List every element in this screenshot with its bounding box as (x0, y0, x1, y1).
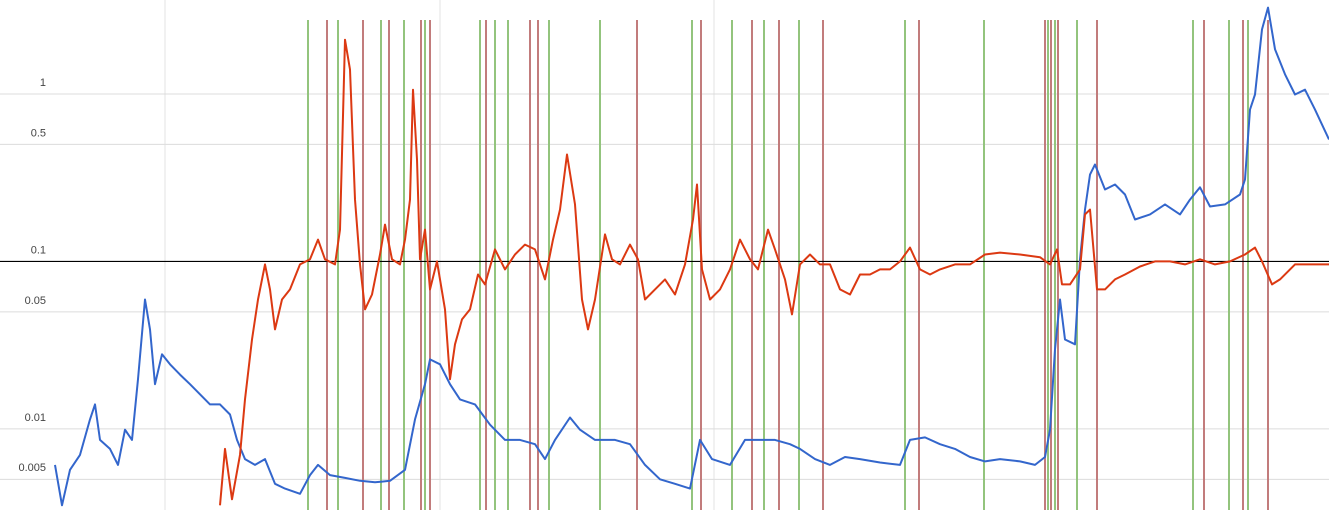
x-grid (164, 0, 715, 510)
series-line (54, 6, 1329, 507)
y-tick-label: 0.05 (25, 295, 46, 307)
y-tick-label: 0.005 (18, 462, 46, 474)
series-line (219, 38, 1329, 506)
y-tick-label: 1 (40, 77, 46, 89)
y-tick-label: 0.01 (25, 412, 46, 424)
y-tick-label: 0.5 (31, 127, 46, 139)
y-tick-label: 0.1 (31, 244, 46, 256)
